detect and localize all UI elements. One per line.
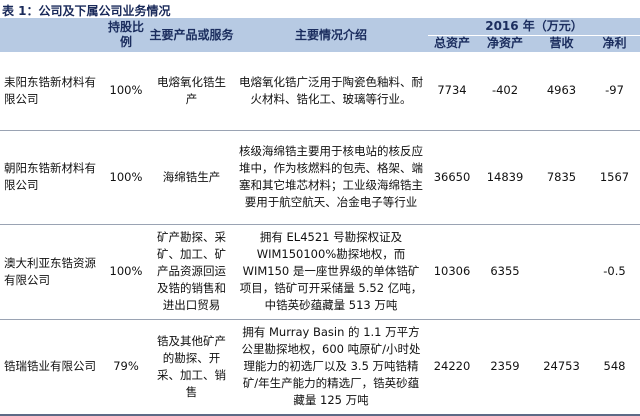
- header-revenue: 营收: [534, 35, 589, 52]
- header-products: 主要产品或服务: [149, 18, 234, 52]
- total-assets: 36650: [428, 130, 476, 225]
- total-assets: 7734: [428, 52, 476, 131]
- net-profit: -97: [589, 52, 640, 131]
- description: 电熔氧化锆广泛用于陶瓷色釉料、耐火材料、锆化工、玻璃等行业。: [234, 52, 428, 131]
- header-net-profit: 净利: [589, 35, 640, 52]
- net-assets: 6355: [476, 224, 534, 320]
- company-name: 耒阳东锆新材料有限公司: [0, 52, 103, 131]
- description: 核级海绵锆主要用于核电站的核反应堆中，作为核燃料的包壳、格架、端塞和其它堆芯材料…: [234, 130, 428, 225]
- description: 拥有 Murray Basin 的 1.1 万平方公里勘探地权，600 吨原矿/…: [234, 319, 428, 416]
- net-profit: 1567: [589, 130, 640, 225]
- products: 电熔氧化锆生产: [149, 52, 234, 131]
- net-assets: -402: [476, 52, 534, 131]
- products: 锆及其他矿产的勘探、开采、加工、销售: [149, 319, 234, 416]
- net-profit: 548: [589, 319, 640, 416]
- table-row: 澳大利亚东锆资源有限公司 100% 矿产勘探、采矿、加工、矿产品资源回运及锆的销…: [0, 224, 640, 320]
- company-name: 锆瑞锆业有限公司: [0, 319, 103, 416]
- company-name: 朝阳东锆新材料有限公司: [0, 130, 103, 225]
- total-assets: 24220: [428, 319, 476, 416]
- header-total-assets: 总资产: [428, 35, 476, 52]
- header-year-group: 2016 年（万元）: [428, 18, 640, 36]
- revenue: 7835: [534, 130, 589, 225]
- total-assets: 10306: [428, 224, 476, 320]
- products: 海绵锆生产: [149, 130, 234, 225]
- share-ratio: 79%: [103, 319, 149, 416]
- table-caption: 表 1：公司及下属公司业务情况: [2, 4, 171, 18]
- share-ratio: 100%: [103, 224, 149, 320]
- revenue: 24753: [534, 319, 589, 416]
- net-assets: 14839: [476, 130, 534, 225]
- company-name: 澳大利亚东锆资源有限公司: [0, 224, 103, 320]
- header-company: [0, 18, 103, 52]
- description: 拥有 EL4521 号勘探权证及WIM150100%勘探地权，而WIM150 是…: [234, 224, 428, 320]
- subsidiary-business-table: 持股比例 主要产品或服务 主要情况介绍 2016 年（万元） 总资产 净资产 营…: [0, 18, 640, 416]
- table-row: 朝阳东锆新材料有限公司 100% 海绵锆生产 核级海绵锆主要用于核电站的核反应堆…: [0, 130, 640, 225]
- share-ratio: 100%: [103, 130, 149, 225]
- header-net-assets: 净资产: [476, 35, 534, 52]
- products: 矿产勘探、采矿、加工、矿产品资源回运及锆的销售和进出口贸易: [149, 224, 234, 320]
- net-assets: 2359: [476, 319, 534, 416]
- net-profit: -0.5: [589, 224, 640, 320]
- table-row: 耒阳东锆新材料有限公司 100% 电熔氧化锆生产 电熔氧化锆广泛用于陶瓷色釉料、…: [0, 52, 640, 131]
- header-description: 主要情况介绍: [234, 18, 428, 52]
- revenue: 4963: [534, 52, 589, 131]
- revenue: [534, 224, 589, 320]
- share-ratio: 100%: [103, 52, 149, 131]
- header-share-ratio: 持股比例: [103, 18, 149, 52]
- table-row: 锆瑞锆业有限公司 79% 锆及其他矿产的勘探、开采、加工、销售 拥有 Murra…: [0, 319, 640, 416]
